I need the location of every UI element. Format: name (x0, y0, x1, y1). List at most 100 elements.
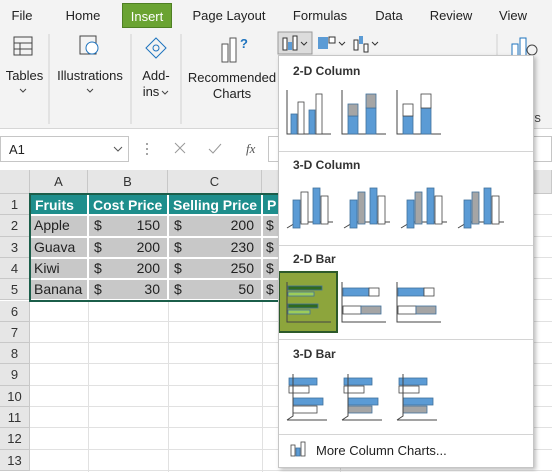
ribbon-tab[interactable]: Insert (122, 3, 172, 28)
cell: $ (266, 238, 274, 255)
corner-cell (0, 170, 30, 194)
more-charts-link[interactable]: More Column Charts... (316, 443, 447, 458)
row-header: 5 (0, 279, 30, 301)
icon-part (471, 191, 480, 225)
icon-part (483, 187, 492, 225)
icon-part (286, 282, 331, 323)
grip (146, 143, 148, 155)
illustrations-label[interactable]: Illustrations (57, 68, 123, 83)
chevron[interactable] (113, 146, 123, 152)
row-header: 2 (0, 215, 30, 237)
icon-part (426, 187, 435, 225)
tables-label[interactable]: Tables (5, 68, 44, 83)
cell: Kiwi (34, 259, 60, 276)
icon-part (397, 305, 417, 315)
chevron (86, 88, 94, 93)
column-header: A (30, 170, 88, 194)
icon-part (402, 405, 428, 414)
cell-bg (168, 215, 262, 237)
cell-amount: 200 (230, 217, 254, 234)
icon-part (420, 93, 432, 109)
name-box[interactable] (0, 136, 129, 162)
cell: $ (266, 259, 274, 276)
tab-bar (0, 0, 552, 30)
icon-part (398, 377, 428, 386)
enter-icon[interactable] (208, 143, 222, 154)
icon-part (308, 109, 316, 135)
chevron (161, 90, 169, 95)
tables-icon (13, 36, 33, 56)
recommended-label[interactable]: Recommended (187, 70, 277, 85)
cell-amount: 250 (230, 259, 254, 276)
recommended-charts-icon: ? (221, 36, 248, 63)
icon-part (300, 441, 306, 457)
icon-part (347, 115, 359, 135)
cell-amount: 30 (144, 281, 160, 298)
icon-part (312, 187, 321, 225)
icon-part (292, 199, 301, 229)
row-header: 6 (0, 300, 30, 322)
illustrations-icon (79, 35, 99, 55)
icon-part (292, 397, 324, 406)
column-header: C (168, 170, 262, 194)
cell-bg (88, 257, 168, 280)
row-header: 9 (0, 364, 30, 386)
icon-part (342, 305, 362, 315)
name-box-text: A1 (9, 142, 25, 157)
cell-amount: 150 (136, 217, 160, 234)
icon-part (402, 103, 414, 117)
waterfall-chart-icon[interactable] (353, 36, 379, 53)
icon-part (349, 199, 358, 229)
ribbon-tab[interactable]: File (11, 8, 33, 23)
row-header: 3 (0, 236, 30, 258)
cancel-icon[interactable] (174, 142, 186, 154)
icon-part (286, 374, 327, 421)
icon-part (287, 285, 323, 291)
cell: $ (266, 217, 274, 234)
recommended-label[interactable]: Charts (212, 86, 252, 101)
icon-part (377, 195, 386, 225)
cell-currency: $ (94, 259, 102, 276)
ribbon-tab[interactable]: Review (429, 8, 473, 23)
ribbon-tab[interactable]: Home (65, 8, 101, 23)
row-header: 10 (0, 385, 30, 407)
icon-part (341, 282, 386, 323)
icon-part (347, 103, 359, 117)
row-header: 1 (0, 194, 30, 216)
addins-label[interactable]: ins (142, 84, 160, 99)
icon-part (343, 377, 373, 386)
icon-part (290, 444, 296, 457)
cell: Guava (34, 238, 76, 255)
section-title: 3-D Column (293, 158, 361, 172)
cell-currency: $ (94, 281, 102, 298)
cell-bg (168, 236, 262, 258)
cell-currency: $ (174, 238, 182, 255)
icon-part (402, 115, 414, 135)
icon-part (423, 287, 435, 297)
ribbon-tab[interactable]: Formulas (292, 8, 348, 23)
grid-column-line (262, 194, 263, 472)
icon-part (415, 305, 437, 315)
hierarchy-chart-icon[interactable] (318, 36, 346, 49)
cell-currency: $ (94, 217, 102, 234)
cell-currency: $ (174, 281, 182, 298)
icon-part (287, 303, 319, 309)
ribbon-tab[interactable]: Page Layout (192, 8, 266, 23)
icon-part (414, 191, 423, 225)
fx-label[interactable]: fx (246, 141, 256, 156)
ribbon-tab[interactable]: View (499, 8, 527, 23)
icon-part (290, 113, 298, 135)
icon-part (288, 377, 318, 386)
icon-part (342, 287, 370, 297)
cell-amount: 50 (238, 281, 254, 298)
cell-currency: $ (174, 217, 182, 234)
svg-text:?: ? (240, 36, 248, 51)
icon-part (398, 385, 420, 394)
ribbon-tab[interactable]: Data (375, 8, 403, 23)
addins-label[interactable]: Add- (142, 68, 170, 83)
icon-part (360, 305, 382, 315)
grid-row (30, 450, 552, 471)
icon-part (365, 93, 377, 109)
icon-part (300, 191, 309, 225)
